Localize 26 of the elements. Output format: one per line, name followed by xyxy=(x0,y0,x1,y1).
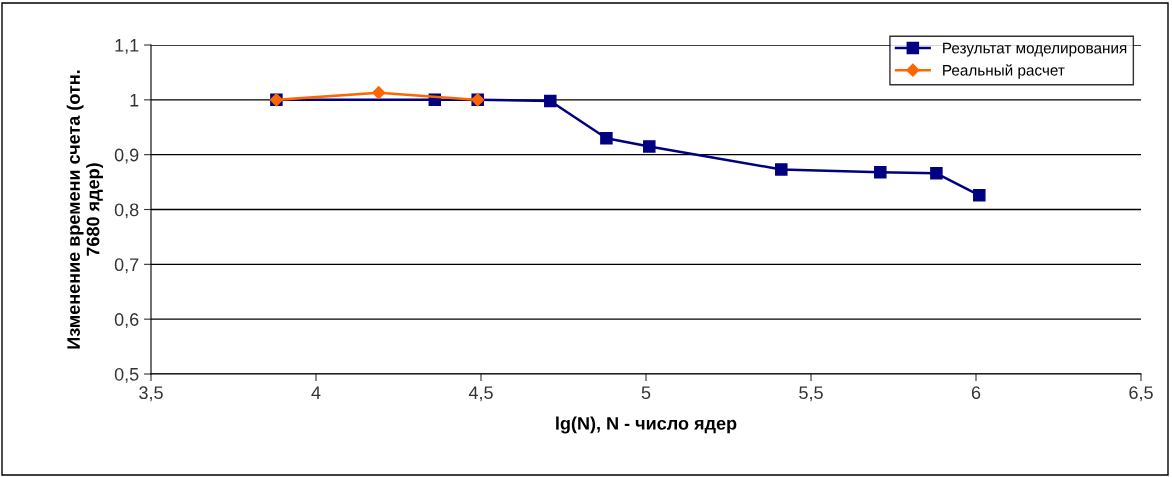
y-axis-title: Изменение времени счета (отн. 7680 ядер) xyxy=(66,70,103,349)
legend-label: Реальный расчет xyxy=(943,64,1065,79)
point xyxy=(874,165,887,179)
point xyxy=(643,140,656,153)
x-tick-label: 4,5 xyxy=(468,386,493,402)
y-tick-label: 0,6 xyxy=(114,313,139,329)
x-tick-label: 6 xyxy=(971,386,981,400)
y-tick-label: 1,1 xyxy=(115,39,139,54)
point xyxy=(600,131,613,145)
point xyxy=(544,94,557,108)
x-tick-label: 6,5 xyxy=(1129,386,1153,402)
point xyxy=(973,188,986,202)
point xyxy=(775,163,788,176)
x-axis-title: lg(N), N - число ядер xyxy=(556,416,737,434)
y-tick-label: 0,8 xyxy=(114,203,139,219)
x-tick-label: 3,5 xyxy=(139,386,163,402)
point xyxy=(930,167,943,180)
legend-label: Результат моделирования xyxy=(943,42,1127,57)
x-tick-label: 5 xyxy=(641,386,651,400)
y-tick-label: 0,5 xyxy=(114,367,139,383)
x-tick-label: 4 xyxy=(311,386,321,399)
point xyxy=(372,86,386,100)
y-tick-label: 0,9 xyxy=(114,148,139,164)
x-tick-label: 5,5 xyxy=(799,386,823,402)
y-tick-label: 1 xyxy=(130,93,139,107)
y-tick-label: 0,7 xyxy=(114,258,139,274)
